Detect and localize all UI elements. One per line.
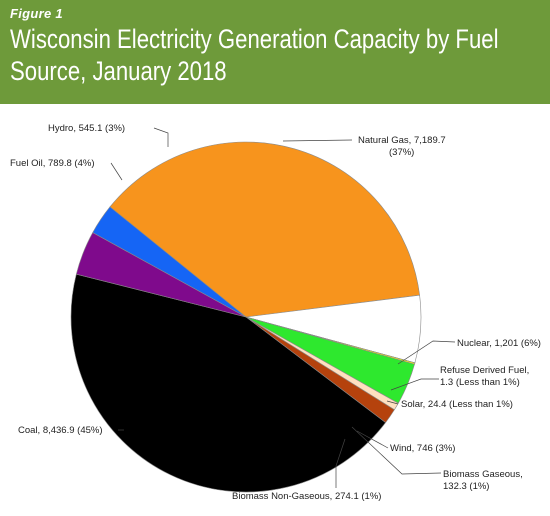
leader-line-biomass-non-gaseous <box>335 438 346 488</box>
pie-slice-hydro <box>92 206 247 318</box>
leader-line-fuel-oil <box>110 162 123 181</box>
chart-title: Wisconsin Electricity Generation Capacit… <box>10 23 535 87</box>
chart-title-line-2: Source, January 2018 <box>10 56 227 86</box>
leader-line-natural-gas <box>282 139 353 142</box>
pie-slices <box>70 141 422 493</box>
leader-line-biomass-gaseous <box>351 426 442 475</box>
leader-line-nuclear <box>397 340 456 365</box>
slice-label-biomass-gaseous: Biomass Gaseous, 132.3 (1%) <box>443 469 523 492</box>
chart-header: Figure 1 Wisconsin Electricity Generatio… <box>0 0 550 104</box>
slice-label-natural-gas: Natural Gas, 7,189.7 (37%) <box>358 135 446 158</box>
pie-slice-natural-gas <box>109 141 420 318</box>
leader-line-hydro <box>153 127 169 147</box>
leader-line-wind <box>356 430 389 449</box>
pie-slice-coal <box>70 273 386 493</box>
slice-label-refuse-derived-fuel: Refuse Derived Fuel, 1.3 (Less than 1%) <box>440 365 529 388</box>
slice-label-hydro: Hydro, 545.1 (3%) <box>48 123 125 134</box>
leader-line-solar <box>386 400 399 405</box>
pie-leader-lines <box>110 127 456 488</box>
slice-label-coal: Coal, 8,436.9 (45%) <box>18 425 103 436</box>
figure-label: Figure 1 <box>10 6 63 21</box>
pie-labels: Natural Gas, 7,189.7 (37%) Nuclear, 1,201 … <box>10 123 541 502</box>
leader-line-refuse-derived-fuel <box>390 378 439 391</box>
slice-label-solar: Solar, 24.4 (Less than 1%) <box>401 399 513 410</box>
slice-label-nuclear: Nuclear, 1,201 (6%) <box>457 338 541 349</box>
chart-title-line-1: Wisconsin Electricity Generation Capacit… <box>10 24 499 54</box>
slice-label-fuel-oil: Fuel Oil, 789.8 (4%) <box>10 158 94 169</box>
slice-label-wind: Wind, 746 (3%) <box>390 443 455 454</box>
slice-label-biomass-non-gaseous: Biomass Non-Gaseous, 274.1 (1%) <box>232 491 381 502</box>
